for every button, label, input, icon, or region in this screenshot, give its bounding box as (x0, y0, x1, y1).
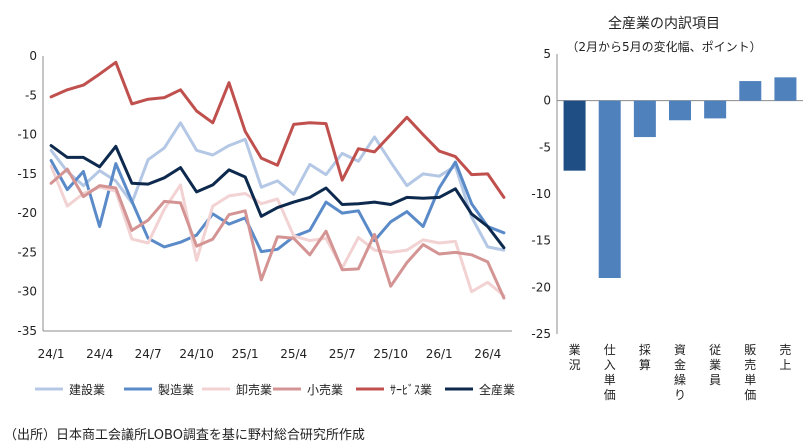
x-tick-label: 24/7 (135, 347, 162, 361)
bar (563, 100, 586, 171)
bar-chart-subtitle: （2月から5月の変化幅、ポイント） (566, 39, 761, 54)
legend-label: ｻｰﾋﾞｽ業 (390, 383, 432, 397)
series-line (49, 144, 506, 250)
bar-y-tick-label: 0 (543, 94, 551, 108)
legend: 建設業 製造業 卸売業 小売業 ｻｰﾋﾞｽ業 全産業 (35, 382, 515, 397)
bar-chart: 全産業の内訳項目 （2月から5月の変化幅、ポイント） 5 0 -5 -10 -15 -20… (531, 15, 803, 402)
bar-chart-title: 全産業の内訳項目 (608, 15, 720, 32)
bar (704, 100, 727, 119)
series-line (49, 164, 506, 298)
y-tick-label: 0 (29, 49, 37, 63)
source-note: （出所）日本商工会議所LOBO調査を基に野村総合研究所作成 (4, 428, 365, 443)
x-tick-label: 25/4 (280, 347, 307, 361)
bar (774, 77, 797, 101)
bar-category-label: 従業員 (709, 343, 721, 387)
x-tick-label: 26/1 (426, 347, 453, 361)
legend-label: 全産業 (479, 382, 515, 397)
x-tick-label: 25/1 (232, 347, 259, 361)
bar-category-label: 採算 (639, 343, 651, 372)
series-line (49, 121, 506, 252)
series-line (49, 60, 506, 199)
bar (633, 100, 656, 138)
x-tick-label: 24/4 (86, 347, 113, 361)
y-tick-label: -15 (17, 167, 37, 181)
legend-label: 卸売業 (236, 382, 272, 397)
x-tick-label: 25/10 (373, 347, 408, 361)
series-line (49, 167, 506, 300)
bar (739, 81, 762, 101)
y-tick-label: -25 (17, 245, 37, 259)
y-tick-label: -35 (17, 324, 37, 338)
legend-label: 製造業 (158, 383, 194, 397)
bar (598, 100, 621, 279)
bar-y-tick-label: -10 (531, 187, 551, 201)
x-tick-label: 24/1 (38, 347, 65, 361)
y-tick-label: -30 (17, 285, 37, 299)
y-tick-label: -10 (17, 128, 37, 142)
legend-label: 小売業 (307, 382, 343, 397)
bar-category-label: 資金繰り (674, 343, 686, 402)
bar-y-tick-label: -25 (531, 327, 551, 341)
bar-category-label: 売上 (779, 342, 791, 372)
bar-y-tick-label: 5 (543, 47, 551, 61)
bar-category-label: 販売単価 (744, 343, 756, 402)
y-tick-label: -5 (25, 88, 37, 102)
x-tick-label: 24/10 (179, 347, 214, 361)
bar-y-tick-label: -15 (531, 234, 551, 248)
x-tick-label: 26/4 (474, 347, 501, 361)
bar-category-label: 業況 (569, 343, 581, 372)
bar-y-tick-label: -20 (531, 280, 551, 294)
bar-category-label: 仕入単価 (604, 343, 616, 402)
bar-y-tick-label: -5 (539, 140, 551, 154)
bar (669, 100, 691, 121)
series-line (49, 159, 506, 254)
x-tick-label: 25/7 (329, 347, 356, 361)
y-tick-label: -20 (17, 206, 37, 220)
legend-label: 建設業 (69, 382, 105, 397)
